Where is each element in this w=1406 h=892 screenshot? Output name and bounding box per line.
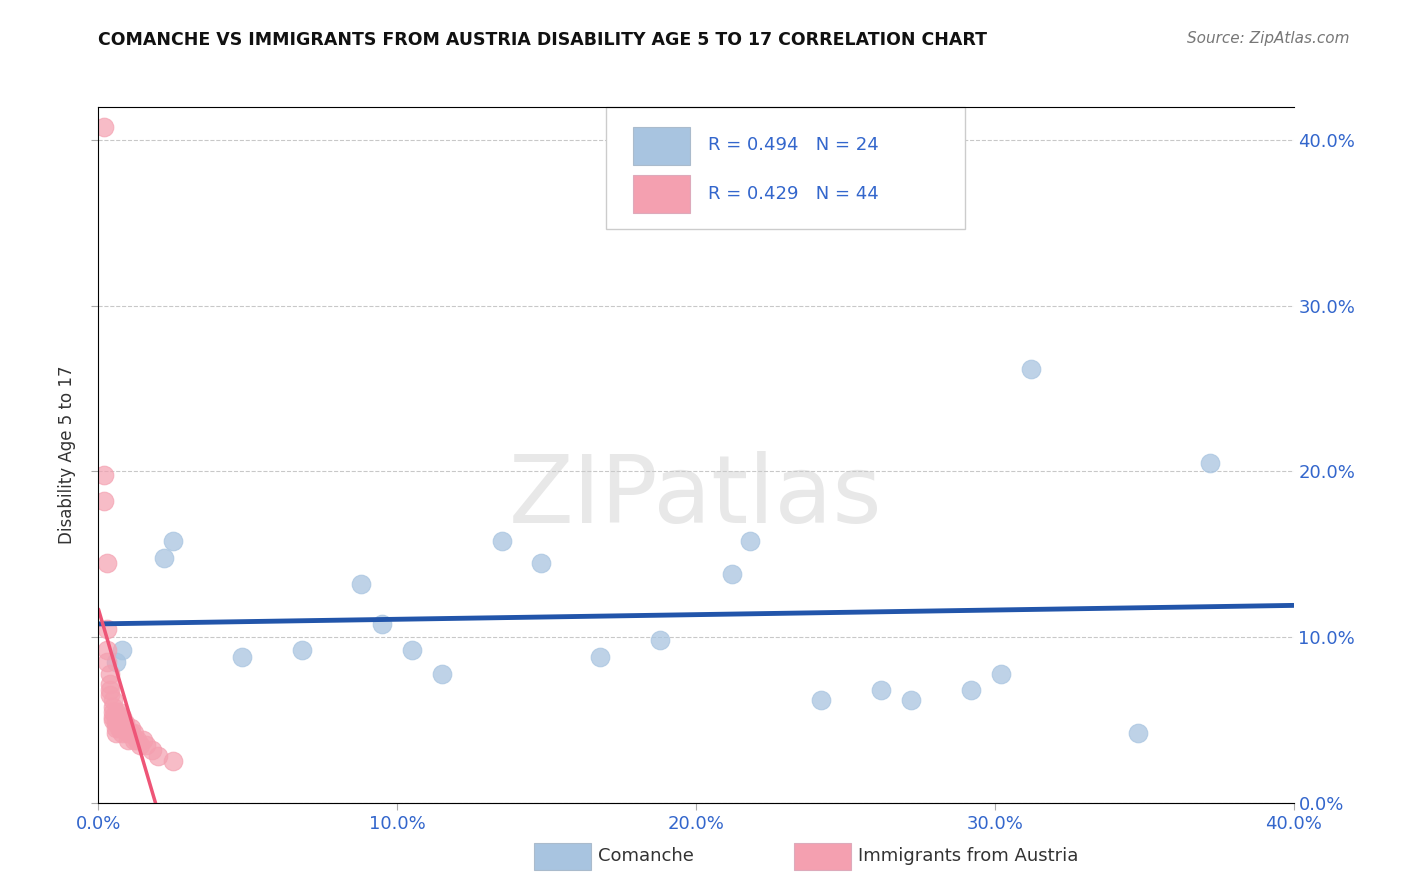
Point xyxy=(111,709,134,723)
Point xyxy=(96,655,118,669)
Point xyxy=(127,732,149,747)
FancyBboxPatch shape xyxy=(606,107,965,229)
Point xyxy=(231,650,253,665)
Point xyxy=(371,616,394,631)
Text: Comanche: Comanche xyxy=(598,847,693,865)
Point xyxy=(870,683,893,698)
Point xyxy=(105,709,128,723)
Point xyxy=(93,494,115,508)
Text: ZIPatlas: ZIPatlas xyxy=(509,450,883,542)
Point xyxy=(103,705,125,719)
Point xyxy=(529,556,551,570)
Point xyxy=(1198,456,1220,470)
Point xyxy=(93,120,115,134)
Point xyxy=(120,721,142,735)
Point xyxy=(650,633,672,648)
Point xyxy=(491,534,513,549)
Point xyxy=(96,643,118,657)
Point xyxy=(135,738,157,752)
Point xyxy=(105,705,128,719)
Text: R = 0.494   N = 24: R = 0.494 N = 24 xyxy=(709,136,879,154)
Point xyxy=(117,726,139,740)
Point xyxy=(153,550,176,565)
Point xyxy=(721,567,744,582)
Text: Immigrants from Austria: Immigrants from Austria xyxy=(858,847,1078,865)
Point xyxy=(103,699,125,714)
Point xyxy=(93,467,115,482)
Text: Source: ZipAtlas.com: Source: ZipAtlas.com xyxy=(1187,31,1350,46)
Point xyxy=(114,721,136,735)
Y-axis label: Disability Age 5 to 17: Disability Age 5 to 17 xyxy=(58,366,76,544)
Point xyxy=(117,732,139,747)
Point xyxy=(100,666,122,681)
Point xyxy=(105,716,128,731)
Point xyxy=(111,643,134,657)
Point xyxy=(738,534,761,549)
Point xyxy=(960,683,983,698)
Point xyxy=(589,650,612,665)
Point xyxy=(111,716,134,731)
Point xyxy=(990,666,1012,681)
Point xyxy=(96,622,118,636)
Point xyxy=(100,676,122,690)
Point xyxy=(105,655,128,669)
Point xyxy=(162,534,184,549)
Point xyxy=(1019,361,1042,376)
Point xyxy=(108,709,131,723)
Point xyxy=(108,716,131,731)
Point xyxy=(124,732,146,747)
Point xyxy=(108,721,131,735)
Point xyxy=(105,721,128,735)
Point xyxy=(810,693,832,707)
Point xyxy=(132,732,155,747)
Point xyxy=(401,643,423,657)
Point xyxy=(162,755,184,769)
Point xyxy=(111,721,134,735)
Point xyxy=(103,709,125,723)
Point xyxy=(105,726,128,740)
Point xyxy=(430,666,453,681)
Point xyxy=(96,556,118,570)
Point xyxy=(100,683,122,698)
Point xyxy=(103,713,125,727)
Point xyxy=(120,726,142,740)
Point xyxy=(108,705,131,719)
Point xyxy=(114,716,136,731)
Point xyxy=(900,693,922,707)
Text: R = 0.429   N = 44: R = 0.429 N = 44 xyxy=(709,185,879,203)
Bar xyxy=(633,175,690,213)
Point xyxy=(103,693,125,707)
Text: COMANCHE VS IMMIGRANTS FROM AUSTRIA DISABILITY AGE 5 TO 17 CORRELATION CHART: COMANCHE VS IMMIGRANTS FROM AUSTRIA DISA… xyxy=(98,31,987,49)
Point xyxy=(111,726,134,740)
Point xyxy=(291,643,314,657)
Point xyxy=(124,726,146,740)
Point xyxy=(141,743,163,757)
Point xyxy=(148,749,170,764)
Point xyxy=(350,577,373,591)
Point xyxy=(129,738,152,752)
Bar xyxy=(633,127,690,165)
Point xyxy=(1128,726,1150,740)
Point xyxy=(100,688,122,702)
